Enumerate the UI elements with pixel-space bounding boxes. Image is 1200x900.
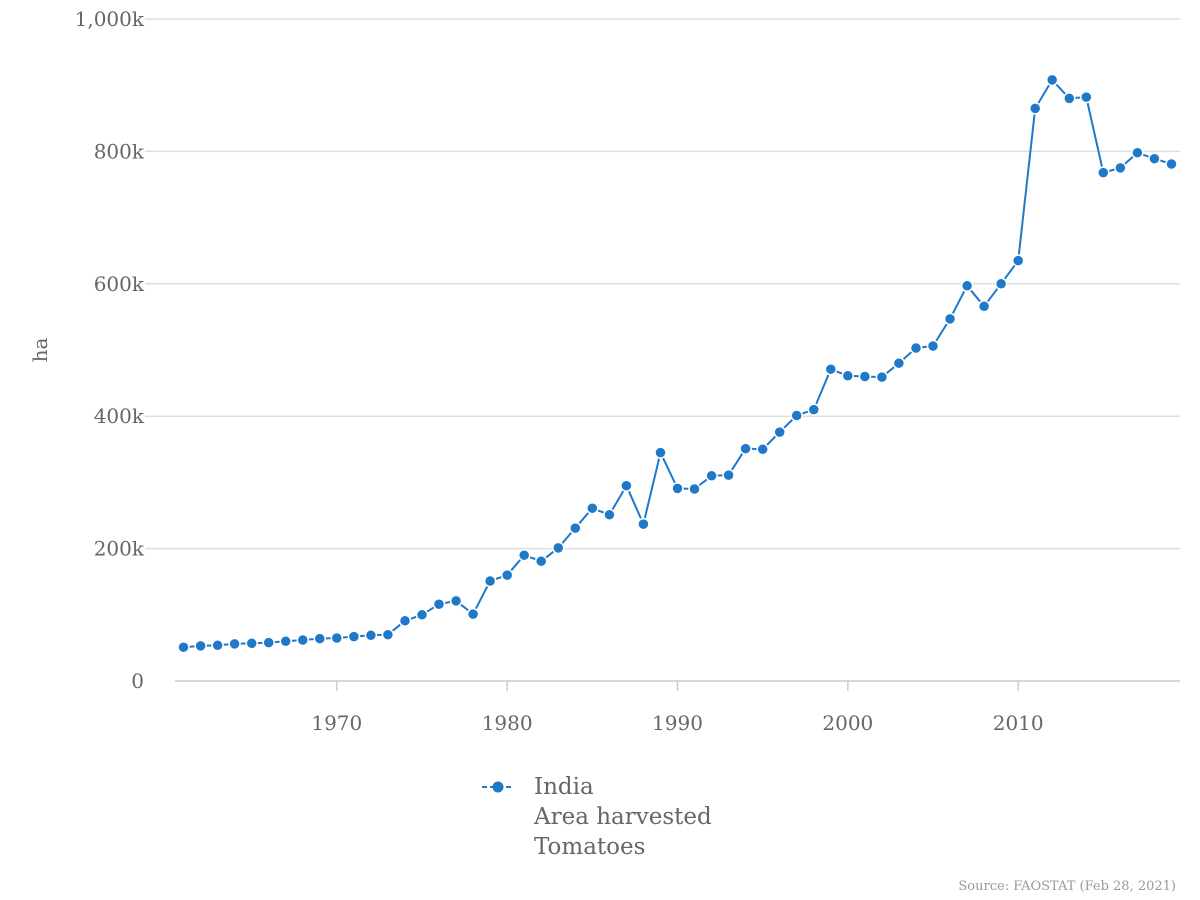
y-tick-label: 1,000k — [75, 7, 145, 31]
y-axis-ticks: 0 200k 400k 600k 800k 1,000k — [75, 7, 145, 693]
data-point[interactable] — [926, 339, 940, 353]
data-point[interactable] — [688, 482, 701, 496]
data-point[interactable] — [211, 639, 224, 652]
data-point[interactable] — [620, 479, 633, 492]
data-point[interactable] — [415, 608, 429, 622]
data-point[interactable] — [943, 312, 957, 326]
x-axis: 1970 1980 1990 2000 2010 — [175, 680, 1180, 735]
data-point[interactable] — [773, 425, 786, 439]
data-point[interactable] — [1114, 161, 1127, 175]
data-point[interactable] — [858, 370, 872, 383]
y-axis-title: ha — [28, 338, 52, 363]
data-point[interactable] — [1028, 102, 1042, 115]
data-point[interactable] — [517, 548, 531, 562]
y-tick-label: 0 — [131, 669, 144, 693]
y-tick-label: 800k — [94, 139, 145, 163]
data-point[interactable] — [841, 369, 855, 383]
x-tick-label: 2010 — [993, 711, 1044, 735]
source-credit: Source: FAOSTAT (Feb 28, 2021) — [958, 879, 1176, 894]
data-point[interactable] — [909, 341, 923, 355]
data-point[interactable] — [977, 300, 991, 313]
data-point[interactable] — [381, 628, 395, 641]
y-tick-label: 200k — [94, 537, 145, 561]
data-point[interactable] — [807, 403, 821, 416]
data-point[interactable] — [466, 607, 480, 621]
x-tick-label: 1980 — [482, 711, 533, 735]
data-point[interactable] — [705, 469, 718, 483]
data-point[interactable] — [960, 279, 974, 293]
data-point[interactable] — [1011, 254, 1025, 267]
data-point[interactable] — [586, 501, 599, 515]
data-point[interactable] — [1045, 73, 1059, 87]
legend-line-3: Tomatoes — [534, 834, 645, 860]
data-point[interactable] — [1080, 90, 1093, 104]
series-india — [177, 73, 1178, 654]
data-point[interactable] — [756, 443, 769, 456]
data-point[interactable] — [483, 574, 497, 588]
data-point[interactable] — [296, 633, 310, 647]
data-point[interactable] — [398, 614, 412, 628]
data-point[interactable] — [330, 631, 344, 645]
data-point[interactable] — [722, 468, 735, 482]
data-point[interactable] — [654, 446, 667, 459]
data-point[interactable] — [1165, 157, 1178, 171]
x-tick-label: 2000 — [822, 711, 873, 735]
data-point[interactable] — [1063, 92, 1076, 105]
data-point[interactable] — [1148, 152, 1161, 165]
data-point[interactable] — [875, 370, 889, 384]
data-point[interactable] — [603, 508, 616, 522]
data-point[interactable] — [569, 521, 582, 535]
y-tick-label: 400k — [94, 404, 145, 428]
data-point[interactable] — [994, 277, 1008, 291]
x-tick-label: 1990 — [652, 711, 703, 735]
data-point[interactable] — [892, 356, 906, 370]
data-point[interactable] — [432, 597, 446, 611]
data-point[interactable] — [739, 442, 752, 455]
legend[interactable]: India Area harvested Tomatoes — [482, 774, 712, 860]
data-point[interactable] — [552, 541, 565, 555]
data-point[interactable] — [313, 632, 327, 645]
data-point[interactable] — [177, 640, 190, 654]
series-line — [183, 78, 1172, 649]
legend-line-2: Area harvested — [533, 804, 712, 830]
data-point[interactable] — [824, 362, 838, 376]
data-point[interactable] — [245, 637, 258, 650]
data-point[interactable] — [790, 409, 803, 422]
data-point[interactable] — [534, 554, 548, 568]
y-tick-label: 600k — [94, 272, 145, 296]
data-point[interactable] — [347, 630, 361, 643]
data-point[interactable] — [228, 637, 241, 651]
legend-line-1: India — [534, 774, 594, 800]
data-point[interactable] — [637, 517, 650, 531]
data-point[interactable] — [449, 594, 463, 608]
legend-dot-marker — [492, 781, 504, 793]
data-point[interactable] — [671, 482, 684, 495]
grid-lines — [145, 18, 1180, 550]
data-point[interactable] — [1131, 146, 1144, 159]
x-tick-label: 1970 — [311, 711, 362, 735]
data-point[interactable] — [262, 636, 275, 649]
data-point[interactable] — [500, 568, 514, 582]
data-point[interactable] — [364, 629, 378, 642]
data-point[interactable] — [194, 639, 207, 653]
data-point[interactable] — [279, 635, 292, 648]
data-point[interactable] — [1097, 166, 1110, 179]
